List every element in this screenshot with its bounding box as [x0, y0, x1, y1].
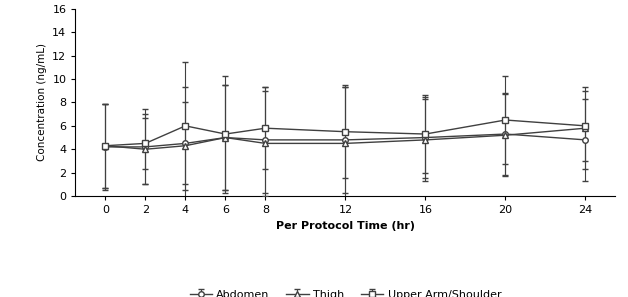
Legend: Abdomen, Thigh, Upper Arm/Shoulder: Abdomen, Thigh, Upper Arm/Shoulder [185, 286, 506, 297]
X-axis label: Per Protocol Time (hr): Per Protocol Time (hr) [276, 221, 415, 230]
Y-axis label: Concentration (ng/mL): Concentration (ng/mL) [36, 43, 46, 162]
